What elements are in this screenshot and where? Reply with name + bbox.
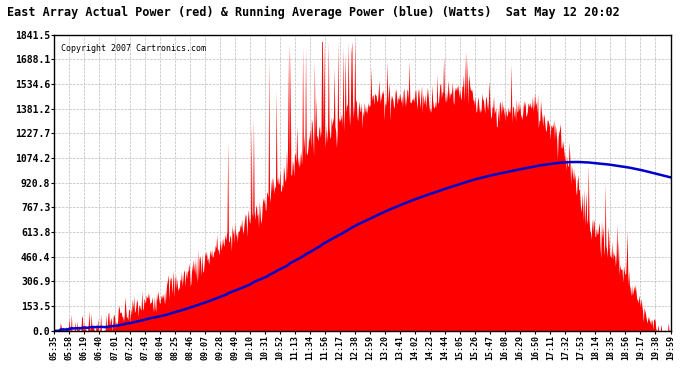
Text: East Array Actual Power (red) & Running Average Power (blue) (Watts)  Sat May 12: East Array Actual Power (red) & Running … bbox=[7, 6, 620, 19]
Text: Copyright 2007 Cartronics.com: Copyright 2007 Cartronics.com bbox=[61, 44, 206, 52]
